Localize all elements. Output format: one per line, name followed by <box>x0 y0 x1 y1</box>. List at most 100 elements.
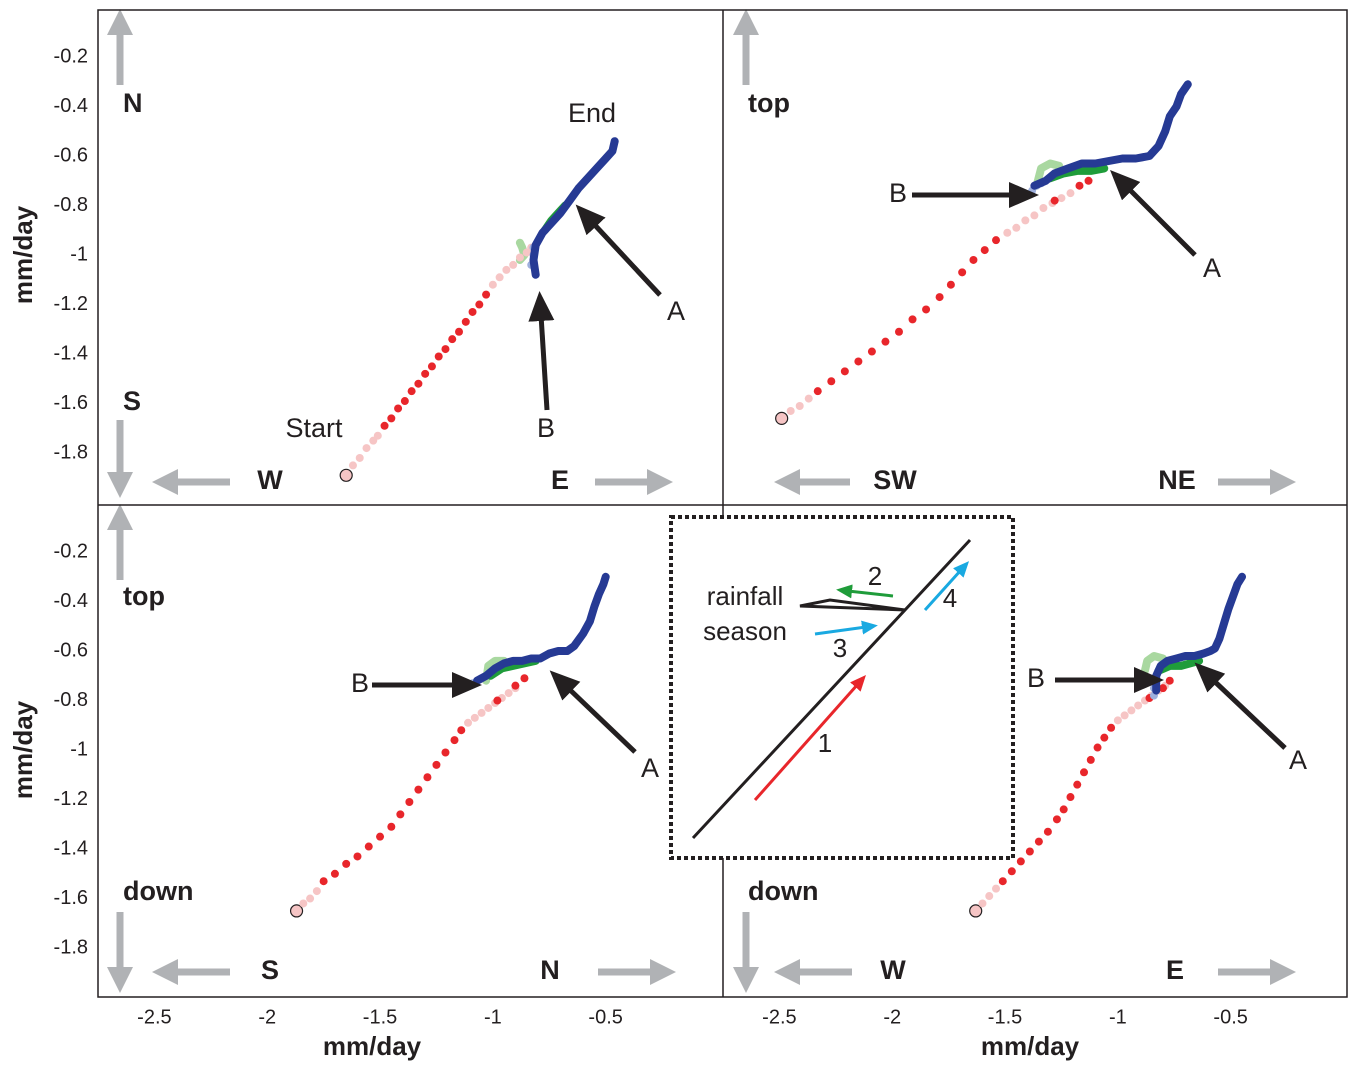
point <box>998 877 1007 886</box>
direction-label: W <box>880 955 906 985</box>
y-axis-label: mm/day <box>8 700 38 799</box>
point <box>992 236 1001 245</box>
point <box>396 810 405 819</box>
point <box>475 300 484 309</box>
point <box>477 708 486 717</box>
point <box>427 362 436 371</box>
trajectory-line <box>1154 656 1204 675</box>
point <box>813 387 822 396</box>
point <box>1120 711 1129 720</box>
point <box>1057 194 1066 203</box>
point <box>484 703 493 712</box>
point <box>1066 189 1075 198</box>
y-tick-label: -1.2 <box>54 788 88 810</box>
point <box>457 726 466 735</box>
point <box>432 760 441 769</box>
direction-label: down <box>123 876 193 906</box>
point <box>353 852 362 861</box>
point <box>935 293 944 302</box>
point <box>355 453 364 462</box>
point <box>299 899 308 908</box>
point <box>441 748 450 757</box>
point <box>1059 805 1068 814</box>
inset-arrow <box>836 584 894 599</box>
point <box>978 899 987 908</box>
point <box>894 327 903 336</box>
point <box>908 315 917 324</box>
point <box>468 307 477 316</box>
trajectory-line <box>1032 159 1064 190</box>
inset-line <box>691 538 972 840</box>
inset-arrow <box>923 561 970 612</box>
point <box>1012 223 1021 232</box>
point <box>493 696 502 705</box>
point <box>1093 743 1102 752</box>
point <box>330 869 339 878</box>
point <box>958 268 967 277</box>
y-tick-label: -0.2 <box>54 540 88 562</box>
point <box>1084 176 1093 185</box>
y-tick-label: -1.2 <box>54 293 88 315</box>
point <box>348 461 357 470</box>
point <box>854 357 863 366</box>
y-tick-label: -1 <box>70 738 88 760</box>
point <box>1127 706 1136 715</box>
point <box>1003 228 1012 237</box>
start-point <box>969 904 983 918</box>
point <box>421 369 430 378</box>
x-tick-label: -1 <box>1109 1006 1127 1028</box>
annotation-arrow <box>549 670 637 754</box>
point <box>373 431 382 440</box>
point <box>1021 216 1030 225</box>
point <box>461 317 470 326</box>
point <box>922 305 931 314</box>
point <box>1025 847 1034 856</box>
point <box>992 884 1001 893</box>
point <box>495 273 504 282</box>
point <box>455 327 464 336</box>
x-tick-label: -1.5 <box>988 1006 1022 1028</box>
point <box>407 387 416 396</box>
inset-step: 3 <box>833 633 847 663</box>
point <box>867 347 876 356</box>
point <box>511 681 520 690</box>
point <box>1134 701 1143 710</box>
point <box>804 394 813 403</box>
point <box>1080 768 1089 777</box>
direction-label: NE <box>1158 465 1196 495</box>
point <box>1016 857 1025 866</box>
trajectory-line <box>1152 572 1246 695</box>
point <box>1066 793 1075 802</box>
annotation: A <box>1203 253 1221 283</box>
y-tick-label: -0.4 <box>54 95 88 117</box>
point <box>362 444 371 453</box>
point <box>1050 196 1059 205</box>
inset-step: 1 <box>818 728 832 758</box>
x-tick-label: -1.5 <box>363 1006 397 1028</box>
annotation-arrow <box>1194 662 1287 750</box>
y-tick-label: -1.4 <box>54 837 88 859</box>
annotation: End <box>568 98 616 128</box>
y-tick-label: -0.8 <box>54 689 88 711</box>
point <box>881 337 890 346</box>
point <box>1034 837 1043 846</box>
point <box>1107 723 1116 732</box>
point <box>515 253 524 262</box>
point <box>414 785 423 794</box>
direction-label: top <box>748 88 790 118</box>
point <box>1052 815 1061 824</box>
annotation: B <box>1027 663 1045 693</box>
annotation-arrow <box>1110 170 1197 257</box>
point <box>1039 204 1048 212</box>
annotation: B <box>351 668 369 698</box>
y-axis-label: mm/day <box>8 205 38 304</box>
point <box>502 265 511 274</box>
inset-step: 2 <box>868 561 882 591</box>
trajectory-line <box>473 572 610 685</box>
point <box>504 689 513 698</box>
point <box>969 255 978 264</box>
y-tick-label: -1.8 <box>54 441 88 463</box>
inset: 1 2 3 4 rainfall season <box>669 515 1015 860</box>
trajectory-line <box>1030 80 1192 190</box>
